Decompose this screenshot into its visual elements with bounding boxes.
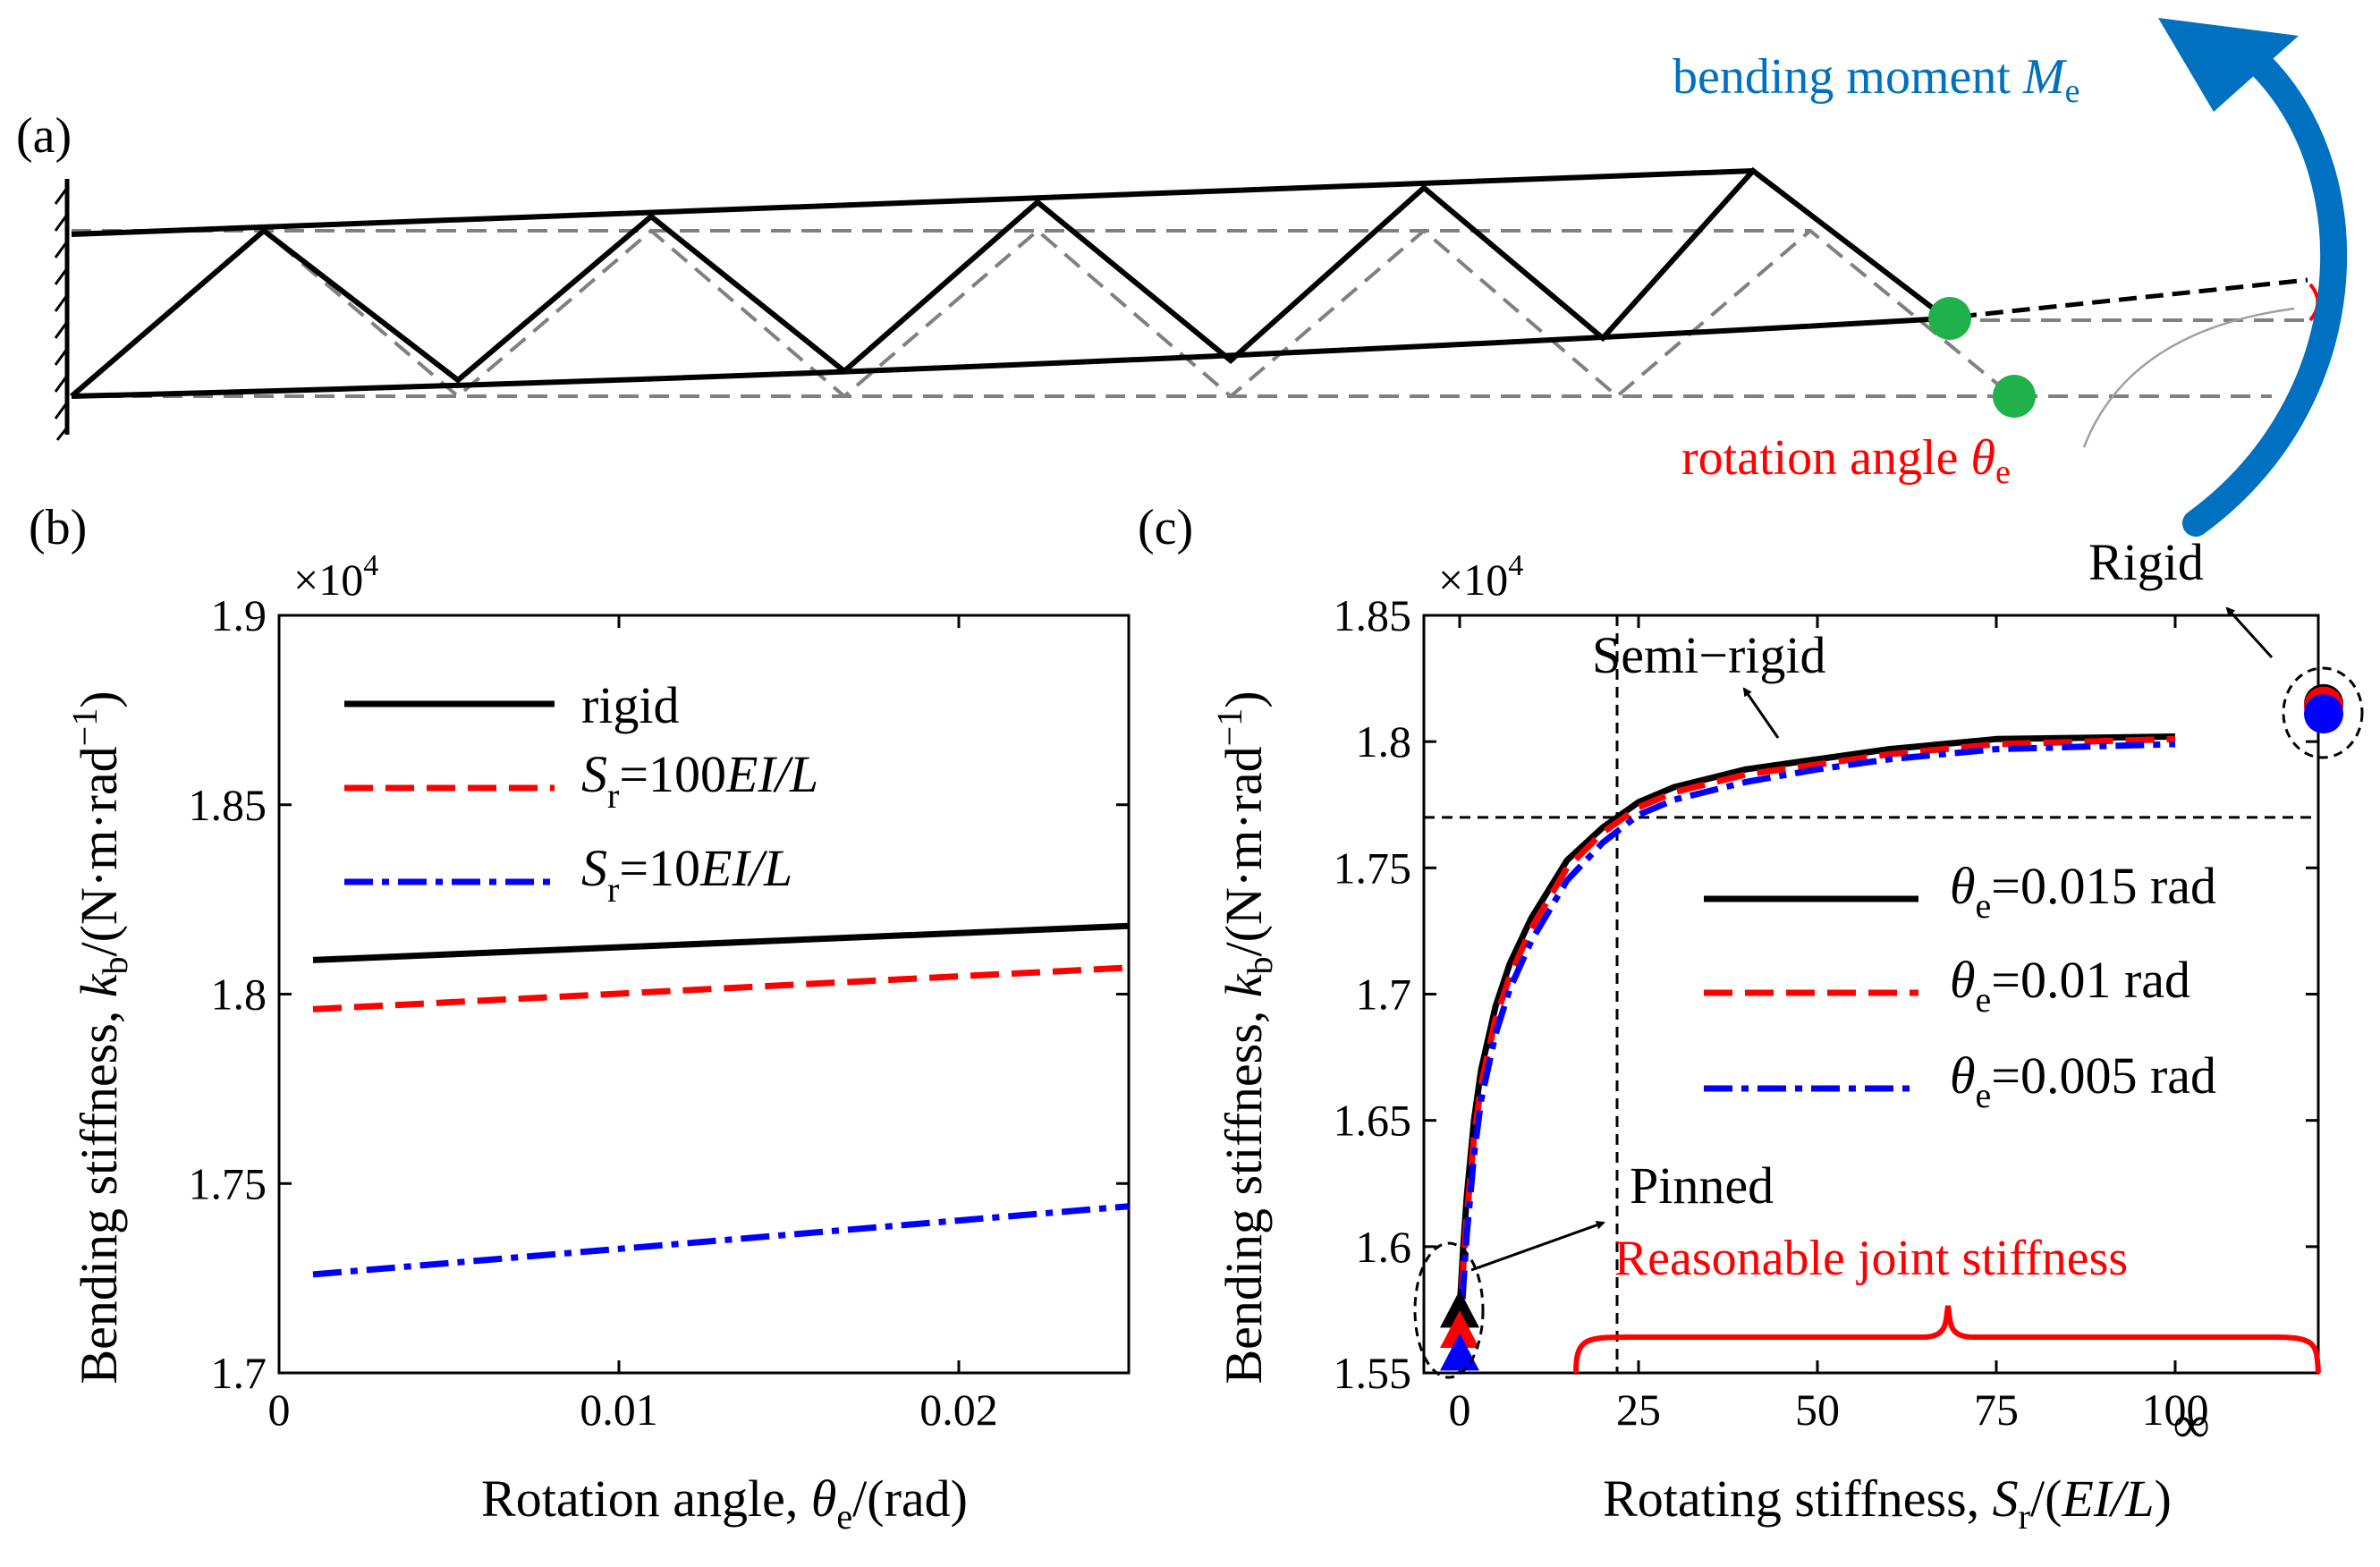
panel-c-xlabel: Rotating stiffness, Sr/(EI/L) (1603, 1470, 2172, 1537)
bending-moment-arrow (2182, 54, 2348, 537)
b-ytick-label: 1.9 (211, 590, 267, 640)
rigid-arrow (2225, 606, 2274, 659)
semi-rigid-arrow (1742, 687, 1780, 739)
panel-c-label: (c) (1138, 500, 1193, 555)
c-pinned-marker (1440, 1290, 1479, 1328)
deformed-bottom-chord (71, 316, 1947, 399)
angle-leader-line (2082, 307, 2295, 448)
c-xtick-label: 75 (1974, 1385, 2019, 1435)
bending-moment-arrowhead (2158, 18, 2299, 112)
c-ytick-label: 1.55 (1334, 1348, 1412, 1398)
c-xtick-label: 0 (1449, 1385, 1471, 1435)
c-series-line (1456, 741, 2176, 1353)
c-xtick-label: 100 (2142, 1385, 2209, 1435)
rotation-angle-label: rotation angle θe (1681, 430, 2011, 491)
bending-moment-label: bending moment Me (1673, 49, 2079, 110)
c-ytick-label: 1.6 (1356, 1222, 1412, 1272)
panel-b-xlabel: Rotation angle, θe/(rad) (481, 1470, 968, 1537)
panel-b-exponent: ×104 (293, 549, 378, 605)
pinned-annotation: Pinned (1630, 1156, 1774, 1215)
fixed-support-hatching (54, 187, 69, 441)
b-series-line (312, 964, 1130, 1012)
b-xtick-label: 0.02 (919, 1385, 998, 1435)
deformed-top-chord (71, 168, 1754, 237)
panel-b-ylabel: Bending stiffness, kb/(N·m·rad−1) (64, 690, 135, 1384)
deformed-end-node (1928, 297, 1971, 340)
reasonable-stiffness-annotation: Reasonable joint stiffness (1614, 1231, 2128, 1286)
c-rigid-marker (2304, 694, 2343, 734)
rotation-extension (1958, 277, 2308, 319)
c-series-line (1456, 733, 2176, 1310)
b-ytick-label: 1.85 (189, 780, 267, 830)
legend-c-001-label: θe=0.01 rad (1950, 951, 2190, 1020)
c-xtick-label: 25 (1616, 1385, 1661, 1435)
b-ytick-label: 1.8 (211, 970, 267, 1020)
legend-b-rigid-label: rigid (581, 676, 680, 734)
chart-b: (b) ×104 1.7 1.75 1.8 1.85 1.9 0 0.01 0.02 Bend… (29, 500, 1131, 1537)
c-ytick-label: 1.7 (1356, 970, 1412, 1020)
panel-c-exponent: ×104 (1438, 549, 1523, 605)
c-ytick-label: 1.8 (1356, 716, 1412, 767)
panel-c-ylabel: Bending stiffness, kb/(N·m·rad−1) (1209, 690, 1280, 1384)
semi-rigid-annotation: Semi−rigid (1592, 626, 1825, 684)
legend-b-s10-label: Sr=10EI/L (581, 839, 792, 910)
b-axes-box (277, 614, 1131, 1375)
legend-c-0015-label: θe=0.015 rad (1950, 857, 2216, 926)
truss-diagram: (a) bending moment Me rotation angle θe (16, 18, 2348, 537)
pinned-dashed-ellipse (1413, 1241, 1485, 1379)
legend-c-0005-label: θe=0.005 rad (1950, 1046, 2216, 1115)
undeformed-truss (70, 228, 2014, 399)
b-series-line (312, 922, 1130, 963)
rigid-dashed-ellipse (2282, 666, 2364, 759)
infinity-tick-label: ∞ (2172, 1395, 2209, 1453)
undeformed-end-node (1993, 375, 2036, 418)
legend-b-s100-label: Sr=100EI/L (581, 745, 818, 816)
c-xtick-label: 50 (1795, 1385, 1840, 1435)
c-ytick-label: 1.85 (1334, 590, 1412, 640)
c-ytick-label: 1.75 (1334, 843, 1412, 893)
panel-b-label: (b) (29, 500, 87, 555)
plot-area-b: 1.7 1.75 1.8 1.85 1.9 0 0.01 0.02 (189, 590, 1131, 1435)
b-ytick-label: 1.75 (189, 1158, 267, 1208)
b-xtick-label: 0.01 (580, 1385, 658, 1435)
pinned-arrow (1470, 1220, 1605, 1272)
c-pinned-marker (1440, 1310, 1479, 1349)
c-ytick-label: 1.65 (1334, 1096, 1412, 1146)
legend-b: rigid Sr=100EI/L Sr=10EI/L (344, 676, 818, 910)
chart-c: (c) ×104 1.55 1.6 1.65 1.7 1.75 1.8 1.85 0 25 50 7… (1138, 500, 2364, 1537)
rigid-annotation: Rigid (2088, 533, 2204, 591)
deformed-truss (70, 166, 1948, 399)
panel-a-label: (a) (16, 108, 72, 164)
legend-c: θe=0.015 rad θe=0.01 rad θe=0.005 rad (1704, 857, 2216, 1115)
b-xtick-label: 0 (268, 1385, 291, 1435)
b-ytick-label: 1.7 (211, 1348, 267, 1398)
plot-area-c: 1.55 1.6 1.65 1.7 1.75 1.8 1.85 0 25 50 75 100 (1334, 590, 2343, 1435)
b-series-line (312, 1203, 1130, 1278)
reasonable-stiffness-brace (1573, 1305, 2321, 1374)
